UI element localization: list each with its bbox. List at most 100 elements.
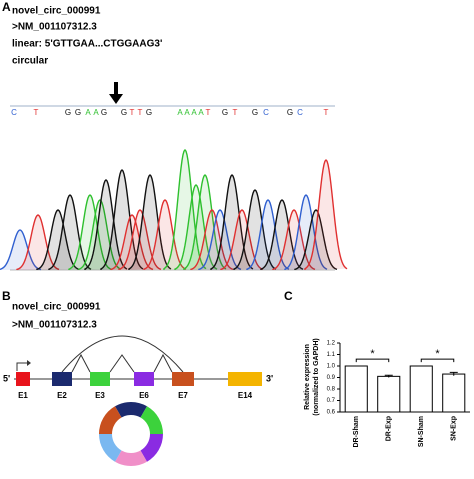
base-call: T bbox=[206, 108, 211, 117]
five-prime: 5' bbox=[3, 373, 10, 383]
base-call: A bbox=[191, 108, 197, 117]
exons: E1 E2 E3 E6 E7 E14 bbox=[16, 372, 262, 400]
text-line: novel_circ_000991 bbox=[12, 6, 101, 17]
bar bbox=[344, 365, 368, 413]
trace-peak bbox=[163, 148, 207, 270]
trace-peak bbox=[246, 199, 290, 270]
significance-bracket bbox=[420, 358, 455, 363]
circ-segment bbox=[99, 406, 122, 434]
exon-label: E2 bbox=[57, 391, 67, 400]
base-call: T bbox=[138, 108, 143, 117]
exon bbox=[90, 372, 110, 386]
base-call: G bbox=[121, 108, 127, 117]
base-call: G bbox=[75, 108, 81, 117]
circ-segment bbox=[99, 434, 122, 462]
base-call: A bbox=[85, 108, 91, 117]
trace-peak bbox=[36, 209, 80, 270]
base-call: T bbox=[130, 108, 135, 117]
three-prime: 3' bbox=[266, 373, 273, 383]
exon-label: E6 bbox=[139, 391, 149, 400]
y-axis-label: Relative expression bbox=[304, 344, 311, 410]
x-tick-label: SN-Sham bbox=[418, 416, 425, 447]
y-tick-label: 0.8 bbox=[327, 387, 336, 393]
base-call: G bbox=[65, 108, 71, 117]
base-call: A bbox=[93, 108, 99, 117]
trace-peak bbox=[48, 194, 92, 270]
x-tick-label: DR-Sham bbox=[353, 416, 360, 448]
text-line: novel_circ_000991 bbox=[12, 302, 101, 313]
base-call: T bbox=[34, 108, 39, 117]
text-line: linear: 5'GTTGAA...CTGGAAG3' bbox=[12, 39, 162, 50]
arrow-head bbox=[109, 94, 123, 104]
error-bar bbox=[449, 371, 458, 376]
exon bbox=[52, 372, 72, 386]
y-axis-label: (normalized to GAPDH) bbox=[313, 338, 320, 415]
circ-segment bbox=[140, 434, 163, 462]
circ-segment bbox=[140, 406, 163, 434]
significance-star: * bbox=[435, 348, 440, 360]
trace-peak bbox=[260, 199, 304, 270]
base-call: A bbox=[184, 108, 190, 117]
bar bbox=[409, 365, 433, 413]
y-tick-label: 0.6 bbox=[327, 410, 336, 416]
y-tick-label: 1.0 bbox=[327, 364, 336, 370]
base-call: A bbox=[198, 108, 204, 117]
base-call: T bbox=[324, 108, 329, 117]
base-call: G bbox=[222, 108, 228, 117]
significance-star: * bbox=[370, 348, 375, 360]
text-line: circular bbox=[12, 56, 48, 67]
trace-peak bbox=[128, 174, 172, 270]
base-call: C bbox=[11, 108, 17, 117]
trace-peak bbox=[220, 209, 264, 270]
y-tick-label: 1.1 bbox=[327, 352, 336, 358]
base-call: C bbox=[263, 108, 269, 117]
trace-peak bbox=[0, 229, 42, 271]
base-call: A bbox=[177, 108, 183, 117]
base-call: T bbox=[233, 108, 238, 117]
exon-label: E14 bbox=[238, 391, 253, 400]
circ-segment bbox=[115, 402, 147, 418]
base-call: G bbox=[252, 108, 258, 117]
exon bbox=[16, 372, 30, 386]
backsplice-arc bbox=[61, 335, 184, 373]
exon-label: E3 bbox=[95, 391, 105, 400]
trace-peak bbox=[210, 174, 254, 270]
panel-label: C bbox=[284, 289, 293, 303]
trace-peak bbox=[284, 194, 328, 270]
circ-rna bbox=[99, 402, 163, 466]
tss-arrow bbox=[16, 362, 27, 371]
base-call: C bbox=[297, 108, 303, 117]
exon bbox=[134, 372, 154, 386]
tss-arrow-head bbox=[27, 360, 31, 366]
panel-label: B bbox=[2, 289, 11, 303]
trace-peak bbox=[110, 214, 154, 271]
y-tick-label: 0.9 bbox=[327, 375, 336, 381]
trace-peak bbox=[68, 194, 112, 270]
exon bbox=[228, 372, 262, 386]
trace-peak bbox=[294, 209, 338, 270]
significance-bracket bbox=[355, 358, 390, 363]
exon-label: E1 bbox=[18, 391, 28, 400]
base-call: G bbox=[287, 108, 293, 117]
y-tick-label: 0.7 bbox=[327, 398, 336, 404]
base-call: G bbox=[146, 108, 152, 117]
bar bbox=[377, 375, 401, 413]
splice-lines bbox=[71, 353, 173, 373]
circ-segment bbox=[115, 450, 147, 466]
panel-label: A bbox=[2, 0, 11, 14]
text-line: >NM_001107312.3 bbox=[12, 22, 97, 33]
y-tick-label: 1.2 bbox=[327, 341, 336, 347]
x-tick-label: DR-Exp bbox=[386, 416, 393, 441]
trace-peak bbox=[16, 214, 60, 271]
exon bbox=[172, 372, 194, 386]
base-call: G bbox=[101, 108, 107, 117]
trace-peak bbox=[78, 199, 122, 270]
bar bbox=[442, 373, 466, 413]
x-tick-label: SN-Exp bbox=[451, 416, 458, 441]
exon-label: E7 bbox=[178, 391, 188, 400]
text-line: >NM_001107312.3 bbox=[12, 320, 97, 331]
error-bar bbox=[384, 374, 393, 378]
bar-chart: 0.6 0.7 0.8 0.9 1.0 1.1 1.2 Relative expression… bbox=[304, 338, 470, 448]
